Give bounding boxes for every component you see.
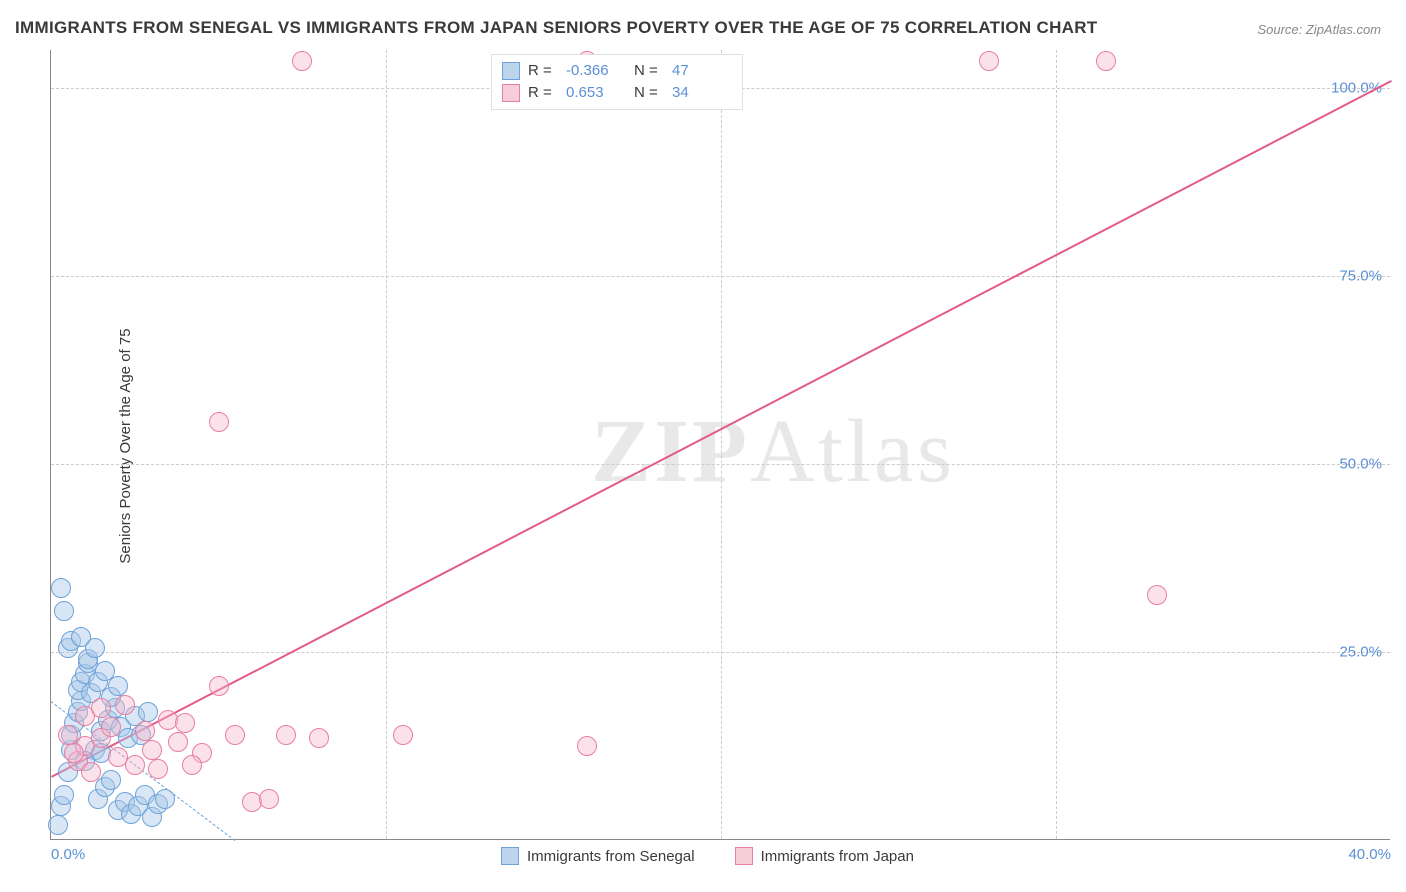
scatter-point bbox=[108, 676, 128, 696]
series-legend: Immigrants from Senegal Immigrants from J… bbox=[501, 847, 914, 865]
scatter-point bbox=[155, 789, 175, 809]
scatter-point bbox=[142, 740, 162, 760]
gridline-vertical bbox=[721, 50, 722, 839]
scatter-point bbox=[1147, 585, 1167, 605]
scatter-point bbox=[168, 732, 188, 752]
legend-series-name: Immigrants from Japan bbox=[761, 848, 914, 865]
x-tick-label: 40.0% bbox=[1348, 846, 1391, 863]
plot-area: ZIPAtlas 25.0%50.0%75.0%100.0%0.0%40.0%R… bbox=[50, 50, 1390, 840]
scatter-point bbox=[135, 721, 155, 741]
scatter-point bbox=[309, 728, 329, 748]
legend-item: Immigrants from Japan bbox=[735, 847, 914, 865]
legend-r-label: R = bbox=[528, 82, 558, 104]
scatter-point bbox=[48, 815, 68, 835]
legend-swatch bbox=[502, 62, 520, 80]
scatter-point bbox=[276, 725, 296, 745]
y-tick-label: 25.0% bbox=[1339, 643, 1382, 660]
scatter-point bbox=[209, 412, 229, 432]
legend-r-value: 0.653 bbox=[566, 82, 626, 104]
gridline-vertical bbox=[386, 50, 387, 839]
scatter-point bbox=[91, 698, 111, 718]
watermark: ZIPAtlas bbox=[591, 400, 955, 503]
scatter-point bbox=[292, 51, 312, 71]
scatter-point bbox=[182, 755, 202, 775]
correlation-legend: R = -0.366 N = 47 R = 0.653 N = 34 bbox=[491, 54, 743, 110]
legend-r-value: -0.366 bbox=[566, 60, 626, 82]
scatter-point bbox=[225, 725, 245, 745]
scatter-point bbox=[51, 578, 71, 598]
y-tick-label: 50.0% bbox=[1339, 455, 1382, 472]
legend-n-value: 47 bbox=[672, 60, 732, 82]
gridline-vertical bbox=[1056, 50, 1057, 839]
scatter-point bbox=[81, 762, 101, 782]
scatter-point bbox=[138, 702, 158, 722]
scatter-point bbox=[115, 695, 135, 715]
scatter-point bbox=[64, 743, 84, 763]
legend-r-label: R = bbox=[528, 60, 558, 82]
y-tick-label: 75.0% bbox=[1339, 267, 1382, 284]
legend-swatch bbox=[735, 847, 753, 865]
legend-swatch bbox=[502, 84, 520, 102]
scatter-point bbox=[101, 770, 121, 790]
source-label: Source: ZipAtlas.com bbox=[1257, 22, 1381, 37]
scatter-point bbox=[71, 627, 91, 647]
scatter-point bbox=[54, 601, 74, 621]
x-tick-label: 0.0% bbox=[51, 846, 85, 863]
scatter-point bbox=[259, 789, 279, 809]
scatter-point bbox=[54, 785, 74, 805]
legend-row: R = -0.366 N = 47 bbox=[502, 60, 732, 82]
legend-n-value: 34 bbox=[672, 82, 732, 104]
scatter-point bbox=[393, 725, 413, 745]
legend-n-label: N = bbox=[634, 82, 664, 104]
legend-series-name: Immigrants from Senegal bbox=[527, 848, 695, 865]
scatter-point bbox=[577, 736, 597, 756]
legend-row: R = 0.653 N = 34 bbox=[502, 82, 732, 104]
scatter-point bbox=[125, 755, 145, 775]
scatter-point bbox=[979, 51, 999, 71]
legend-item: Immigrants from Senegal bbox=[501, 847, 695, 865]
legend-swatch bbox=[501, 847, 519, 865]
chart-title: IMMIGRANTS FROM SENEGAL VS IMMIGRANTS FR… bbox=[15, 18, 1097, 38]
legend-n-label: N = bbox=[634, 60, 664, 82]
scatter-point bbox=[175, 713, 195, 733]
scatter-point bbox=[148, 759, 168, 779]
scatter-point bbox=[1096, 51, 1116, 71]
scatter-point bbox=[209, 676, 229, 696]
scatter-point bbox=[101, 717, 121, 737]
